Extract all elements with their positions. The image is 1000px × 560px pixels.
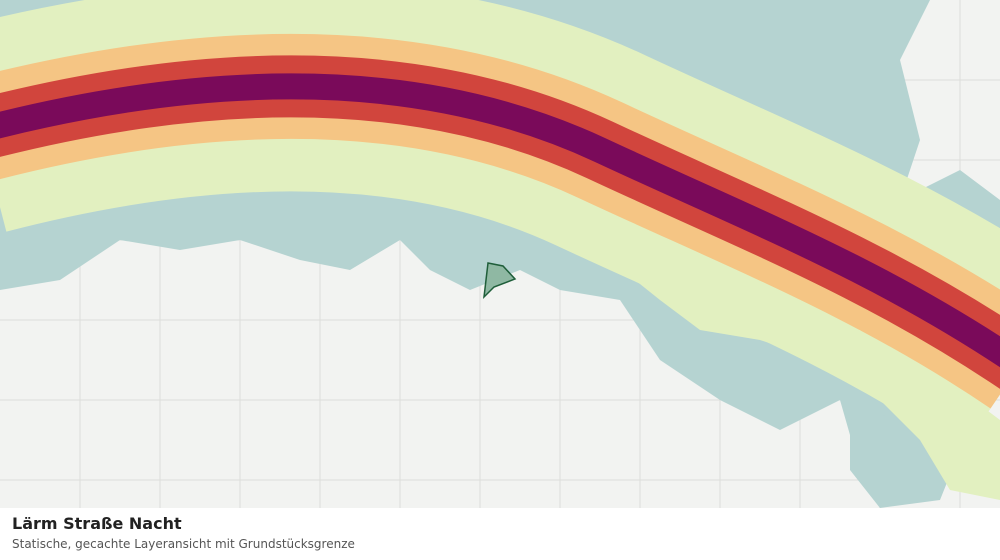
noise-zone-low-patch bbox=[600, 230, 1000, 500]
caption-bar: Lärm Straße Nacht Statische, gecachte La… bbox=[0, 508, 1000, 560]
layer-subtitle: Statische, gecachte Layeransicht mit Gru… bbox=[12, 537, 355, 551]
layer-title: Lärm Straße Nacht bbox=[12, 514, 182, 533]
parcel-boundary bbox=[483, 262, 517, 300]
noise-bands bbox=[0, 0, 1000, 453]
map-canvas bbox=[0, 0, 1000, 508]
noise-band-60 bbox=[0, 73, 1000, 368]
